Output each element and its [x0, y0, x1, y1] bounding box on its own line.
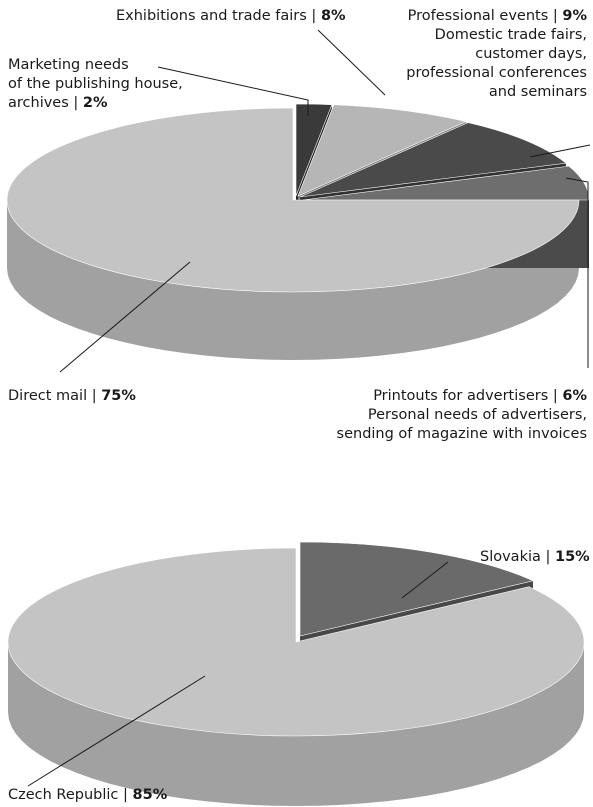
- pie-slice-printouts-for-advertisers: [302, 165, 590, 201]
- leader-printouts: [565, 177, 589, 368]
- pie-chart-countries: [7, 541, 585, 806]
- leader-exhibitions: [317, 29, 386, 96]
- label-marketing-needs: Marketing needs of the publishing house,…: [8, 57, 183, 111]
- pie-side-direct-mail: [7, 200, 579, 360]
- pie-slice-slovakia: [299, 541, 534, 637]
- pie-slice-professional-events: [299, 122, 567, 198]
- pie-slice-direct-mail: [6, 107, 580, 293]
- label-printouts: Printouts for advertisers | 6% Personal …: [336, 388, 587, 442]
- leader-direct-mail: [59, 261, 191, 373]
- leader-marketing: [157, 66, 309, 116]
- pie-slice-marketing-needs-of-the-publishing-house-archives: [295, 103, 333, 197]
- label-czech-republic: Czech Republic | 85%: [8, 787, 168, 803]
- pie-slice-exhibitions-and-trade-fairs: [297, 104, 468, 197]
- leader-slovakia: [401, 561, 449, 599]
- pie-slice-czech-republic: [7, 547, 585, 737]
- label-slovakia: Slovakia | 15%: [480, 549, 590, 565]
- leader-professional: [529, 144, 591, 158]
- label-exhibitions: Exhibitions and trade fairs | 8%: [116, 8, 346, 24]
- label-leader-lines: [27, 29, 591, 787]
- pie-side-czech-republic: [8, 642, 584, 806]
- pie-chart-distribution: [6, 103, 590, 360]
- leader-czech: [27, 675, 206, 787]
- label-direct-mail: Direct mail | 75%: [8, 388, 136, 404]
- label-professional-events: Professional events | 9% Domestic trade …: [406, 8, 587, 100]
